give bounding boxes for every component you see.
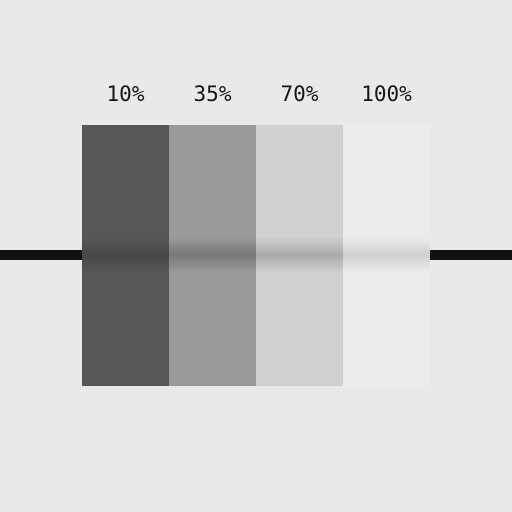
label-35: 35% [193, 82, 232, 106]
label-10: 10% [106, 82, 145, 106]
label-70: 70% [280, 82, 319, 106]
opacity-labels: 10% 35% 70% 100% [82, 80, 430, 108]
swatch-10 [82, 125, 169, 386]
label-100: 100% [361, 82, 412, 106]
swatch-35 [169, 125, 256, 386]
opacity-swatches [82, 125, 430, 386]
swatch-100 [343, 125, 430, 386]
swatch-70 [256, 125, 343, 386]
